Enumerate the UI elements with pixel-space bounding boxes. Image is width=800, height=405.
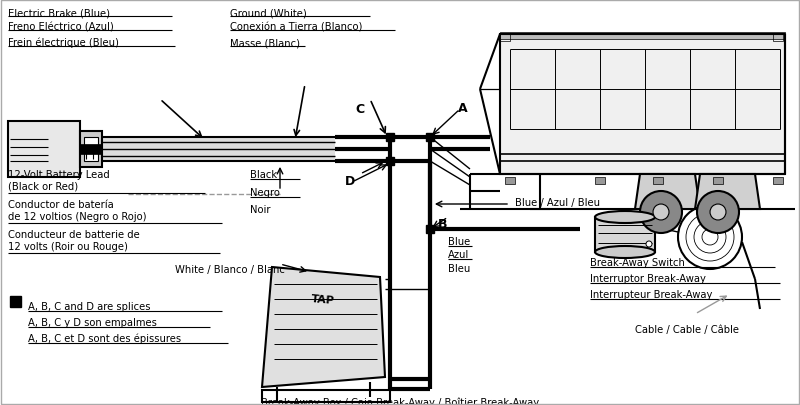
Text: Blue / Azul / Bleu: Blue / Azul / Bleu	[515, 198, 600, 207]
Text: Conducteur de batterie de: Conducteur de batterie de	[8, 230, 140, 239]
Text: Azul: Azul	[448, 249, 470, 259]
Text: 12 volts (Roir ou Rouge): 12 volts (Roir ou Rouge)	[8, 241, 128, 252]
Text: Blue: Blue	[448, 237, 470, 246]
Text: Freno Eléctrico (Azul): Freno Eléctrico (Azul)	[8, 22, 114, 32]
Bar	[505, 177, 515, 185]
Ellipse shape	[595, 246, 655, 258]
Text: Break-Away Switch: Break-Away Switch	[590, 257, 685, 267]
Text: Cable / Cable / Câble: Cable / Cable / Câble	[635, 324, 739, 334]
Text: C: C	[355, 103, 364, 116]
Text: (Black or Red): (Black or Red)	[8, 181, 78, 192]
Polygon shape	[102, 138, 335, 162]
Text: Interruptor Break-Away: Interruptor Break-Away	[590, 273, 706, 283]
Bar	[713, 177, 723, 185]
Text: Interrupteur Break-Away: Interrupteur Break-Away	[590, 289, 712, 299]
Text: Negro: Negro	[250, 188, 280, 198]
Text: Conexión a Tierra (Blanco): Conexión a Tierra (Blanco)	[230, 22, 362, 32]
Bar	[80, 145, 102, 155]
Text: Break-Away Box / Caja Break-Away / Boîtier Break-Away: Break-Away Box / Caja Break-Away / Boîti…	[261, 397, 539, 405]
Text: A, B, C and D are splices: A, B, C and D are splices	[28, 301, 150, 311]
Bar	[595, 177, 605, 185]
Bar	[84, 138, 98, 162]
Bar	[426, 134, 434, 142]
Bar	[773, 35, 783, 42]
Bar	[595, 217, 655, 252]
Bar	[386, 158, 394, 166]
Circle shape	[640, 192, 682, 233]
Text: Bleu: Bleu	[448, 263, 470, 273]
Text: 12-Volt Battery Lead: 12-Volt Battery Lead	[8, 170, 110, 179]
Bar	[500, 33, 785, 40]
Text: Frein électrique (Bleu): Frein électrique (Bleu)	[8, 38, 119, 48]
Text: Ground (White): Ground (White)	[230, 8, 306, 18]
Circle shape	[697, 192, 739, 233]
Bar	[8, 122, 80, 177]
Bar	[386, 134, 394, 142]
Bar	[10, 296, 21, 307]
Text: White / Blanco / Blanc: White / Blanco / Blanc	[175, 264, 285, 274]
Text: Black: Black	[250, 170, 277, 179]
Circle shape	[646, 241, 652, 247]
Circle shape	[710, 205, 726, 220]
Circle shape	[653, 205, 669, 220]
Text: Masse (Blanc): Masse (Blanc)	[230, 38, 300, 48]
Text: Noir: Noir	[250, 205, 270, 215]
Bar	[773, 177, 783, 185]
Bar	[500, 35, 785, 175]
Text: A, B, C et D sont des épissures: A, B, C et D sont des épissures	[28, 333, 181, 344]
Text: A: A	[458, 102, 468, 115]
Text: TAP: TAP	[310, 293, 335, 305]
Bar	[653, 177, 663, 185]
Text: B: B	[438, 217, 447, 230]
Bar	[500, 35, 510, 42]
Polygon shape	[695, 175, 760, 209]
Polygon shape	[262, 267, 385, 387]
Bar	[80, 132, 102, 168]
Polygon shape	[635, 175, 700, 209]
Bar	[262, 390, 390, 402]
Text: Conductor de batería: Conductor de batería	[8, 200, 114, 209]
Text: A, B, C y D son empalmes: A, B, C y D son empalmes	[28, 317, 157, 327]
Bar	[426, 226, 434, 233]
Text: D: D	[345, 175, 355, 188]
Ellipse shape	[595, 211, 655, 224]
Text: de 12 voltios (Negro o Rojo): de 12 voltios (Negro o Rojo)	[8, 211, 146, 222]
Text: Electric Brake (Blue): Electric Brake (Blue)	[8, 8, 110, 18]
